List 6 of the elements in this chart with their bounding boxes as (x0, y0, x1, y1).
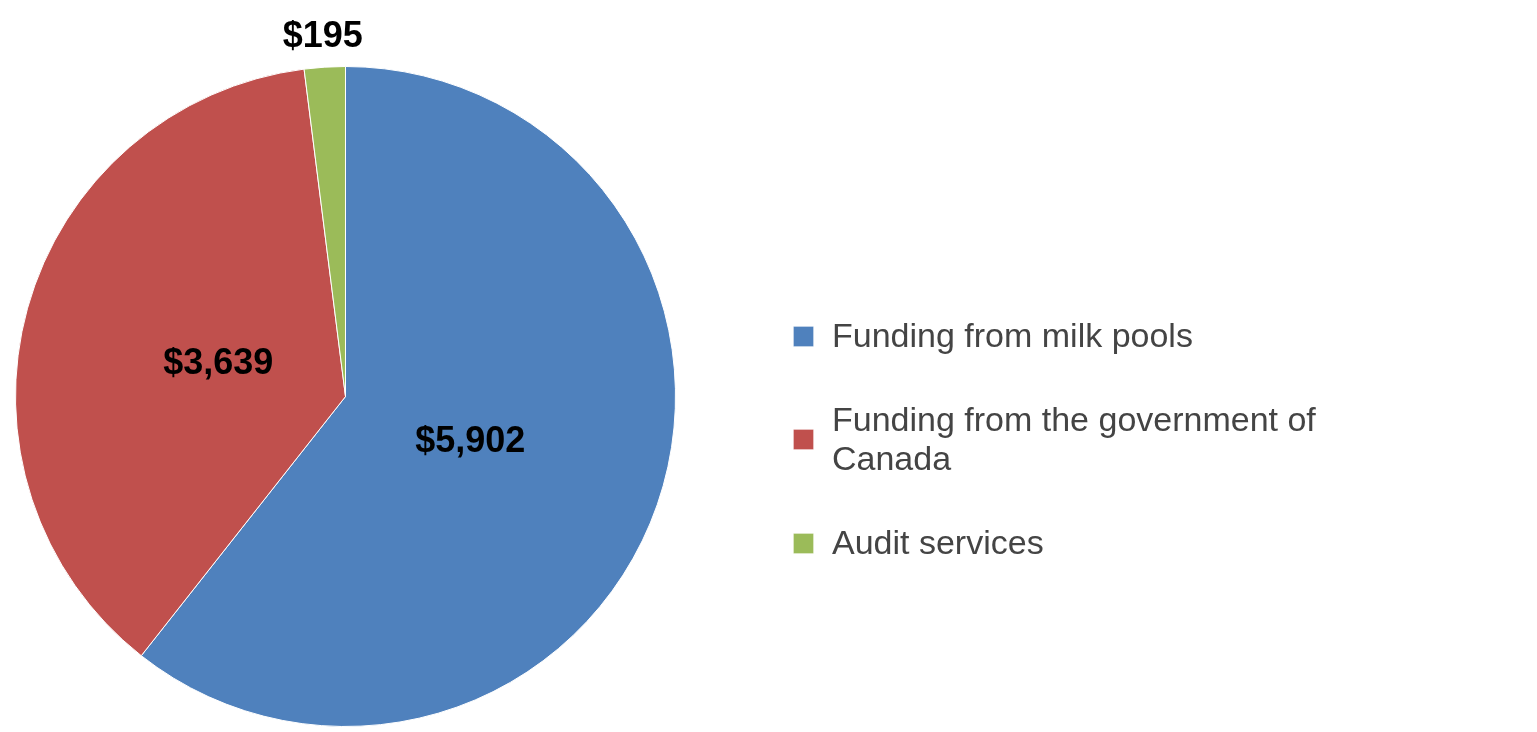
legend-label: Audit services (832, 523, 1044, 562)
data-label: $195 (282, 13, 363, 55)
data-label: $3,639 (163, 340, 274, 382)
data-label: $5,902 (415, 419, 526, 461)
legend-label: Funding from milk pools (832, 316, 1193, 355)
legend-label: Funding from the government of Canada (832, 400, 1316, 478)
